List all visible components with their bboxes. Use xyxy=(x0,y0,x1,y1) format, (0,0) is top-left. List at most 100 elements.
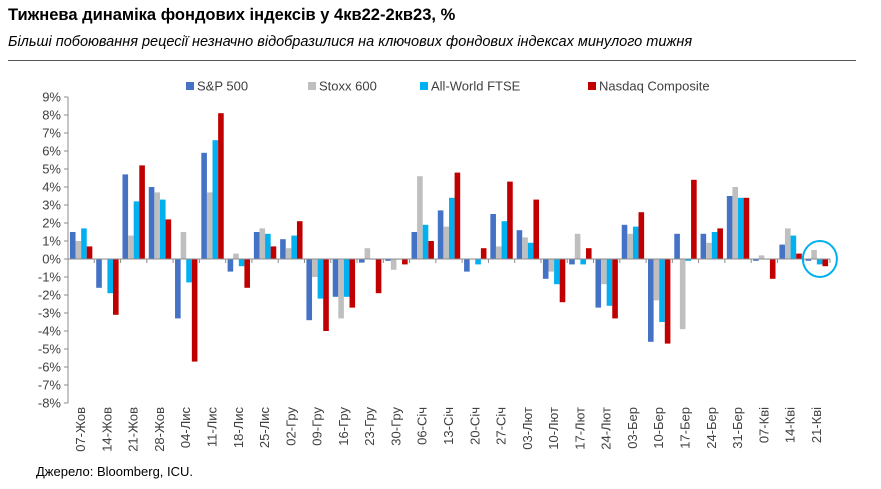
bar-4 xyxy=(165,219,172,259)
bar-1 xyxy=(148,187,155,259)
x-tick-label: 14-Кві xyxy=(783,407,798,443)
bar-3 xyxy=(632,226,639,259)
bar-1 xyxy=(253,232,260,259)
bar-1 xyxy=(437,210,444,259)
bar-4 xyxy=(323,259,329,331)
bar-2 xyxy=(285,248,292,259)
bar-2 xyxy=(259,228,266,259)
bar-3 xyxy=(738,197,744,259)
bar-4 xyxy=(296,221,303,259)
bar-2 xyxy=(180,232,187,259)
bar-2 xyxy=(495,246,502,259)
bar-4 xyxy=(191,259,198,362)
bar-2 xyxy=(312,259,318,277)
y-tick-label: 6% xyxy=(42,144,61,159)
x-tick-label: 21-Жов xyxy=(126,407,141,452)
y-tick-label: 8% xyxy=(42,108,61,123)
bar-2 xyxy=(443,226,449,259)
legend-label: Nasdaq Composite xyxy=(599,79,710,94)
bar-1 xyxy=(411,232,418,259)
bar-4 xyxy=(113,259,119,315)
x-tick-label: 10-Лют xyxy=(546,407,561,450)
x-tick-label: 03-Лют xyxy=(520,407,535,450)
bar-4 xyxy=(375,259,382,294)
y-tick-label: -7% xyxy=(38,378,62,393)
y-tick-label: -3% xyxy=(38,306,62,321)
bar-4 xyxy=(428,241,434,259)
bar-2 xyxy=(811,250,817,259)
bar-4 xyxy=(218,113,224,259)
bar-1 xyxy=(280,239,286,259)
bar-3 xyxy=(186,259,192,283)
bar-4 xyxy=(244,259,250,288)
bar-2 xyxy=(574,233,581,259)
legend-label: S&P 500 xyxy=(197,79,248,94)
y-tick-label: -4% xyxy=(38,324,62,339)
bar-2 xyxy=(206,192,213,259)
x-tick-label: 14-Жов xyxy=(99,407,114,452)
bar-1 xyxy=(516,230,523,259)
bar-3 xyxy=(816,259,823,265)
bar-2 xyxy=(601,259,607,285)
y-tick-label: 7% xyxy=(42,126,61,141)
highlight-ellipse xyxy=(801,240,838,278)
bar-1 xyxy=(332,259,339,297)
bar-4 xyxy=(349,259,356,308)
bar-1 xyxy=(464,259,470,272)
bar-2 xyxy=(233,253,239,259)
bar-2 xyxy=(784,228,791,259)
bar-1 xyxy=(201,152,207,259)
bar-1 xyxy=(96,259,102,288)
bar-4 xyxy=(717,228,723,259)
y-tick-label: 3% xyxy=(42,198,61,213)
bar-4 xyxy=(769,259,776,279)
bar-3 xyxy=(265,233,271,259)
bar-2 xyxy=(364,248,371,259)
bar-3 xyxy=(81,228,87,259)
bar-3 xyxy=(527,242,534,259)
y-tick-label: -5% xyxy=(38,342,62,357)
bar-1 xyxy=(648,259,654,342)
bar-2 xyxy=(732,187,739,259)
y-tick-label: -1% xyxy=(38,270,62,285)
bar-4 xyxy=(139,165,145,259)
legend-swatch xyxy=(420,82,428,90)
bar-3 xyxy=(317,259,324,299)
bar-3 xyxy=(659,259,665,322)
bar-2 xyxy=(679,259,686,330)
legend-label: All-World FTSE xyxy=(431,79,521,94)
bar-4 xyxy=(612,259,618,319)
bar-1 xyxy=(69,232,76,259)
bar-1 xyxy=(753,259,759,261)
bar-1 xyxy=(700,233,707,259)
x-tick-label: 04-Лис xyxy=(178,407,193,449)
x-tick-label: 07-Жов xyxy=(73,407,88,452)
x-tick-label: 24-Бер xyxy=(704,407,719,449)
bar-2 xyxy=(522,237,528,259)
bar-4 xyxy=(638,212,645,259)
bar-2 xyxy=(706,242,712,259)
bar-2 xyxy=(653,259,660,301)
bar-2 xyxy=(417,176,423,259)
bar-1 xyxy=(726,196,733,259)
bar-1 xyxy=(674,233,680,259)
x-tick-label: 18-Лис xyxy=(231,407,246,449)
x-tick-label: 07-Кві xyxy=(756,407,771,443)
bar-4 xyxy=(559,259,566,303)
x-tick-label: 09-Гру xyxy=(310,407,325,446)
x-tick-label: 24-Лют xyxy=(599,407,614,450)
y-tick-label: -8% xyxy=(38,396,62,411)
x-tick-label: 20-Січ xyxy=(467,407,482,445)
bar-1 xyxy=(175,259,181,319)
bar-1 xyxy=(358,259,365,263)
bar-3 xyxy=(685,259,692,261)
y-tick-label: -2% xyxy=(38,288,62,303)
bar-4 xyxy=(743,197,750,259)
bar-4 xyxy=(796,253,802,259)
legend-swatch xyxy=(308,82,316,90)
bar-1 xyxy=(306,259,313,321)
y-tick-label: 0% xyxy=(42,252,61,267)
bar-4 xyxy=(585,248,592,259)
bar-3 xyxy=(159,199,166,259)
bar-1 xyxy=(595,259,602,308)
